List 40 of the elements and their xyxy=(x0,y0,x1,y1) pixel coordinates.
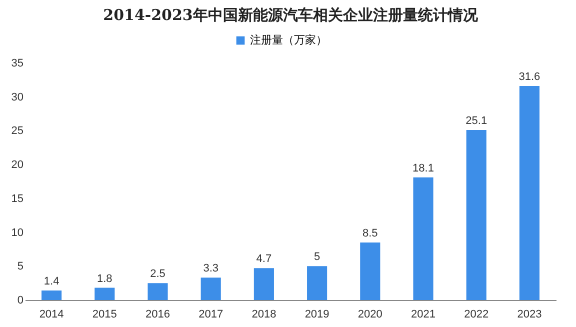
bar xyxy=(148,283,168,300)
bar xyxy=(519,86,540,300)
y-tick-label: 10 xyxy=(11,226,24,239)
x-tick-label: 2020 xyxy=(358,308,382,320)
y-tick-label: 35 xyxy=(11,58,24,70)
y-tick-label: 25 xyxy=(11,125,24,138)
bar xyxy=(307,266,328,300)
legend-label: 注册量（万家） xyxy=(250,34,327,46)
data-label: 5 xyxy=(314,251,320,264)
bar xyxy=(200,278,221,300)
data-label: 8.5 xyxy=(362,227,378,240)
y-tick-label: 20 xyxy=(11,159,24,172)
chart-title: 2014-2023年中国新能源汽车相关企业注册量统计情况 xyxy=(103,6,479,24)
bar xyxy=(360,242,380,300)
x-tick-label: 2016 xyxy=(146,308,170,320)
data-label: 18.1 xyxy=(412,162,434,174)
x-tick-label: 2018 xyxy=(252,308,276,320)
bar xyxy=(466,130,486,300)
bar xyxy=(94,288,115,300)
x-tick-label: 2021 xyxy=(411,308,436,320)
x-tick-label: 2015 xyxy=(92,308,117,320)
data-label: 25.1 xyxy=(466,115,488,128)
data-label: 31.6 xyxy=(518,71,540,84)
y-tick-label: 5 xyxy=(17,260,24,273)
x-tick-label: 2023 xyxy=(517,308,542,320)
bar xyxy=(413,177,434,300)
data-label: 1.4 xyxy=(44,276,60,288)
bar xyxy=(254,268,274,300)
bar xyxy=(42,290,62,300)
data-label: 4.7 xyxy=(256,253,272,266)
x-tick-label: 2022 xyxy=(464,308,489,320)
x-tick-label: 2019 xyxy=(304,308,330,320)
data-label: 1.8 xyxy=(97,272,112,285)
y-tick-label: 0 xyxy=(17,294,24,306)
data-label: 3.3 xyxy=(203,262,218,275)
y-tick-label: 15 xyxy=(11,192,24,205)
y-tick-label: 30 xyxy=(11,91,24,104)
x-tick-label: 2014 xyxy=(39,308,64,320)
data-label: 2.5 xyxy=(150,268,166,280)
x-tick-label: 2017 xyxy=(198,308,224,320)
